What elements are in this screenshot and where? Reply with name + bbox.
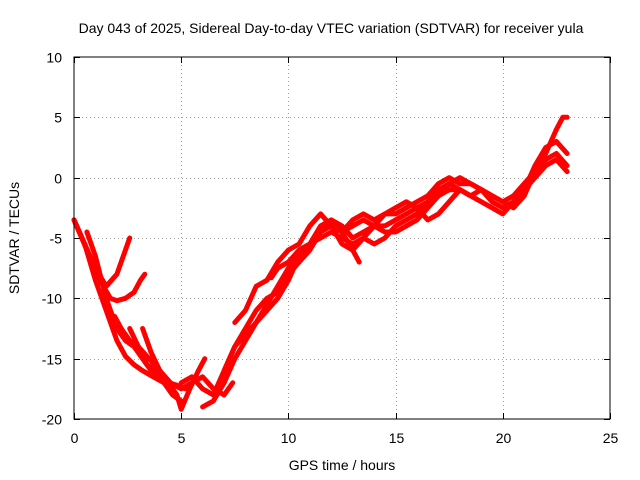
series-line <box>232 151 570 325</box>
x-tick-label: 0 <box>71 430 79 446</box>
series-line <box>112 313 236 398</box>
series-line <box>71 217 184 404</box>
x-tick-label: 10 <box>281 430 297 446</box>
x-axis-label: GPS time / hours <box>289 457 396 473</box>
y-tick-label: -20 <box>42 412 62 428</box>
y-tick-label: -5 <box>50 231 63 247</box>
series-line <box>268 223 362 281</box>
series-line <box>339 187 463 235</box>
x-tick-label: 20 <box>496 430 512 446</box>
y-tick-labels: -20 -15 -10 -5 0 5 10 <box>42 50 62 428</box>
x-tick-label: 5 <box>178 430 186 446</box>
x-tick-label: 25 <box>603 430 619 446</box>
axis-ticks <box>74 57 611 420</box>
series-line <box>140 326 208 412</box>
y-tick-label: 5 <box>54 110 62 126</box>
y-tick-label: -10 <box>42 291 62 307</box>
chart-title: Day 043 of 2025, Sidereal Day-to-day VTE… <box>79 20 584 36</box>
y-tick-label: -15 <box>42 352 62 368</box>
x-tick-labels: 0 5 10 15 20 25 <box>71 430 619 446</box>
series-line <box>221 157 570 374</box>
y-tick-label: 10 <box>46 50 62 66</box>
data-series <box>71 114 570 412</box>
y-axis-label: SDTVAR / TECUs <box>6 182 22 294</box>
x-tick-label: 15 <box>389 430 405 446</box>
series-line <box>200 139 570 410</box>
y-tick-label: 0 <box>54 171 62 187</box>
